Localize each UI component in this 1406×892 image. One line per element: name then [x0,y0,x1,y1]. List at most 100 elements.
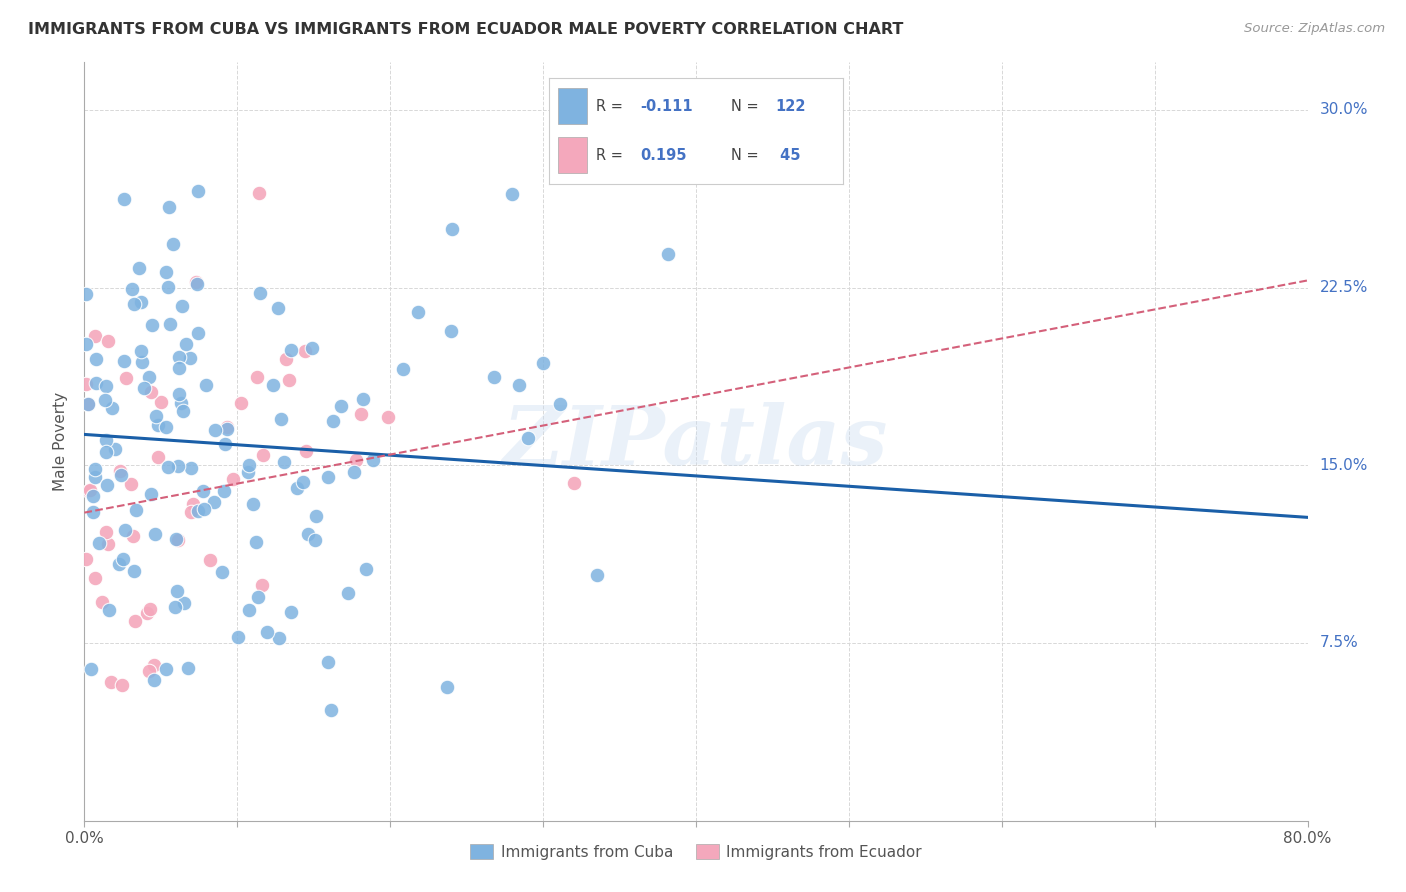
Point [250,578,273,592]
Point [194,378,217,392]
Point [143,673,166,688]
Point [176,661,198,675]
Point [155,662,177,676]
Point [501,186,523,201]
Point [187,184,209,198]
Point [115,371,138,385]
Point [172,300,194,314]
Point [211,566,233,580]
Text: 30.0%: 30.0% [1320,103,1368,118]
Point [184,276,207,290]
Point [166,533,188,547]
Point [186,277,208,291]
Point [146,417,169,432]
Point [145,409,167,423]
Point [75,287,97,301]
Point [226,630,249,644]
Point [114,523,136,537]
Point [252,448,274,462]
Point [155,419,177,434]
Point [238,603,260,617]
Point [159,317,181,331]
Point [276,351,298,366]
Point [217,420,239,434]
Point [531,356,554,370]
Point [242,497,264,511]
Point [122,297,145,311]
Point [167,387,190,401]
Point [94,524,117,539]
Point [75,552,97,566]
Point [273,455,295,469]
Point [75,337,97,351]
Point [179,351,201,365]
Point [198,553,221,567]
Point [128,260,150,275]
Point [319,703,342,717]
Point [77,397,100,411]
Point [186,326,208,341]
Point [256,624,278,639]
Point [138,370,160,384]
Point [139,601,162,615]
Point [247,186,270,200]
Text: 7.5%: 7.5% [1320,635,1358,650]
Point [143,658,166,673]
Point [101,401,124,416]
Point [129,294,152,309]
Point [344,452,367,467]
Point [294,344,316,359]
Point [436,681,458,695]
Point [181,497,204,511]
Point [187,504,209,518]
Point [585,568,607,582]
Point [77,484,100,499]
Point [120,477,142,491]
Point [304,533,326,547]
Point [172,404,194,418]
Point [165,532,187,546]
Point [229,396,252,410]
Point [165,599,187,614]
Point [548,397,571,411]
Point [83,470,105,484]
Point [91,595,114,609]
Point [96,379,118,393]
Point [180,505,202,519]
Point [249,286,271,301]
Point [280,343,302,357]
Point [108,464,131,478]
Point [301,341,323,355]
Text: ZIPatlas: ZIPatlas [503,401,889,482]
Point [122,529,145,543]
Point [174,337,197,351]
Point [100,674,122,689]
Point [657,246,679,260]
Text: Source: ZipAtlas.com: Source: ZipAtlas.com [1244,22,1385,36]
Point [247,590,270,604]
Point [157,200,180,214]
Point [86,351,108,366]
Point [94,433,117,447]
Point [162,237,184,252]
Point [217,422,239,436]
Text: IMMIGRANTS FROM CUBA VS IMMIGRANTS FROM ECUADOR MALE POVERTY CORRELATION CHART: IMMIGRANTS FROM CUBA VS IMMIGRANTS FROM … [28,22,904,37]
Point [191,484,214,499]
Point [277,373,299,387]
Point [482,370,505,384]
Y-axis label: Male Poverty: Male Poverty [53,392,69,491]
Point [148,450,170,464]
Point [139,487,162,501]
Point [136,606,159,620]
Point [84,329,107,343]
Point [157,280,180,294]
Point [222,472,245,486]
Point [129,343,152,358]
Point [266,301,288,315]
Text: 22.5%: 22.5% [1320,280,1368,295]
Text: 15.0%: 15.0% [1320,458,1368,473]
Point [83,571,105,585]
Point [112,192,135,206]
Point [121,281,143,295]
Point [94,392,117,407]
